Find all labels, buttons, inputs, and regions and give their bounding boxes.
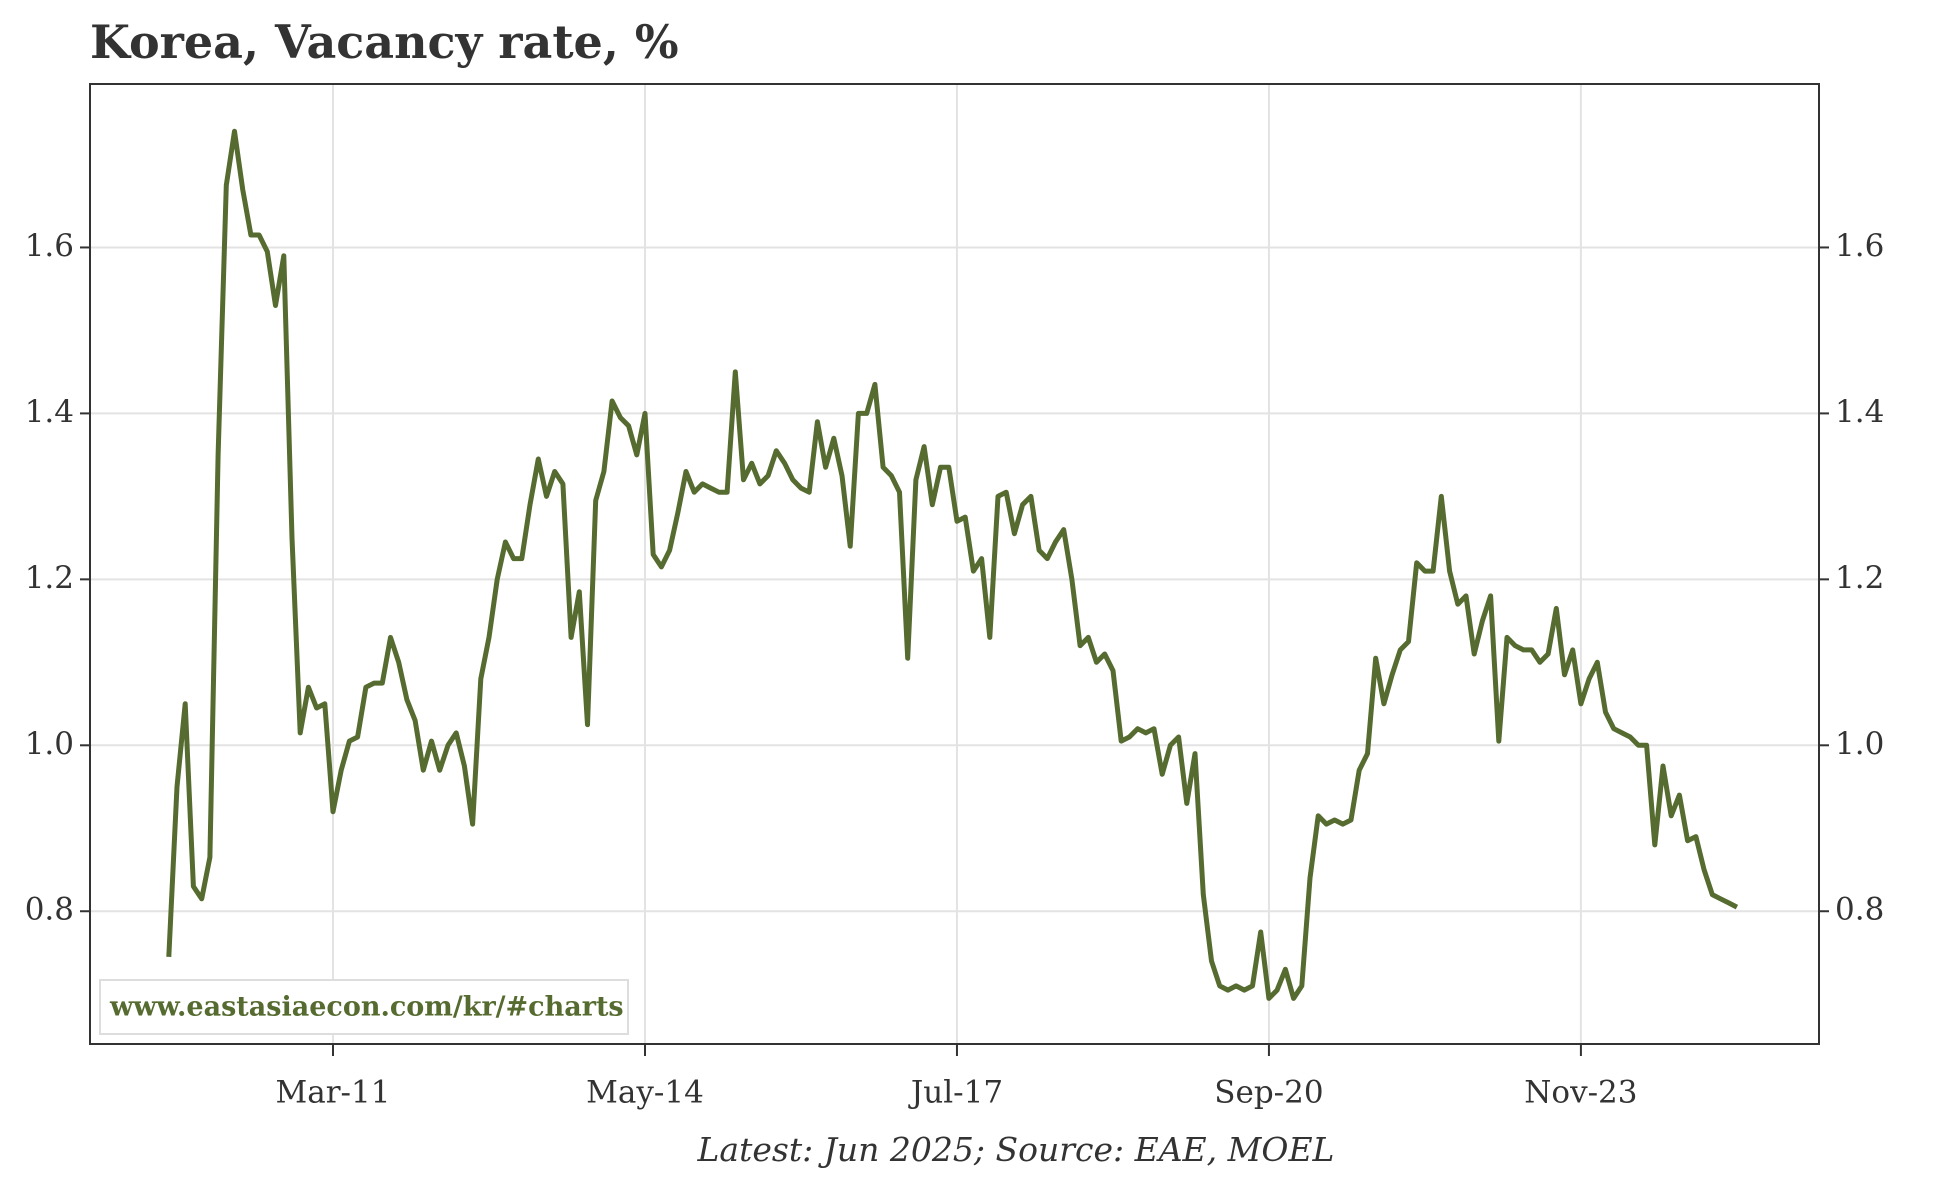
plot-frame [89, 83, 1820, 1045]
y-tick-label: 1.6 [25, 228, 74, 264]
y2-tick-label: 1.2 [1835, 560, 1884, 596]
data-line [166, 128, 1739, 1001]
y-tick-label: 1.0 [25, 726, 74, 762]
watermark: www.eastasiaecon.com/kr/#charts [109, 992, 624, 1023]
x-tick-label: Nov-23 [1524, 1075, 1637, 1111]
y2-tick-label: 1.4 [1835, 394, 1884, 430]
x-tick-label: Sep-20 [1214, 1075, 1323, 1111]
y2-tick-label: 0.8 [1835, 892, 1884, 928]
chart-title: Korea, Vacancy rate, % [90, 15, 679, 69]
x-tick-label: May-14 [586, 1075, 704, 1111]
y-tick-label: 1.4 [25, 394, 74, 430]
y2-tick-label: 1.6 [1835, 228, 1884, 264]
x-tick-label: Mar-11 [276, 1075, 391, 1111]
source-note: Latest: Jun 2025; Source: EAE, MOEL [697, 1130, 1335, 1169]
y-tick-label: 1.2 [25, 560, 74, 596]
y2-tick-label: 1.0 [1835, 726, 1884, 762]
x-tick-label: Jul-17 [908, 1075, 1003, 1111]
y-tick-label: 0.8 [25, 892, 74, 928]
watermark-box [99, 979, 629, 1035]
